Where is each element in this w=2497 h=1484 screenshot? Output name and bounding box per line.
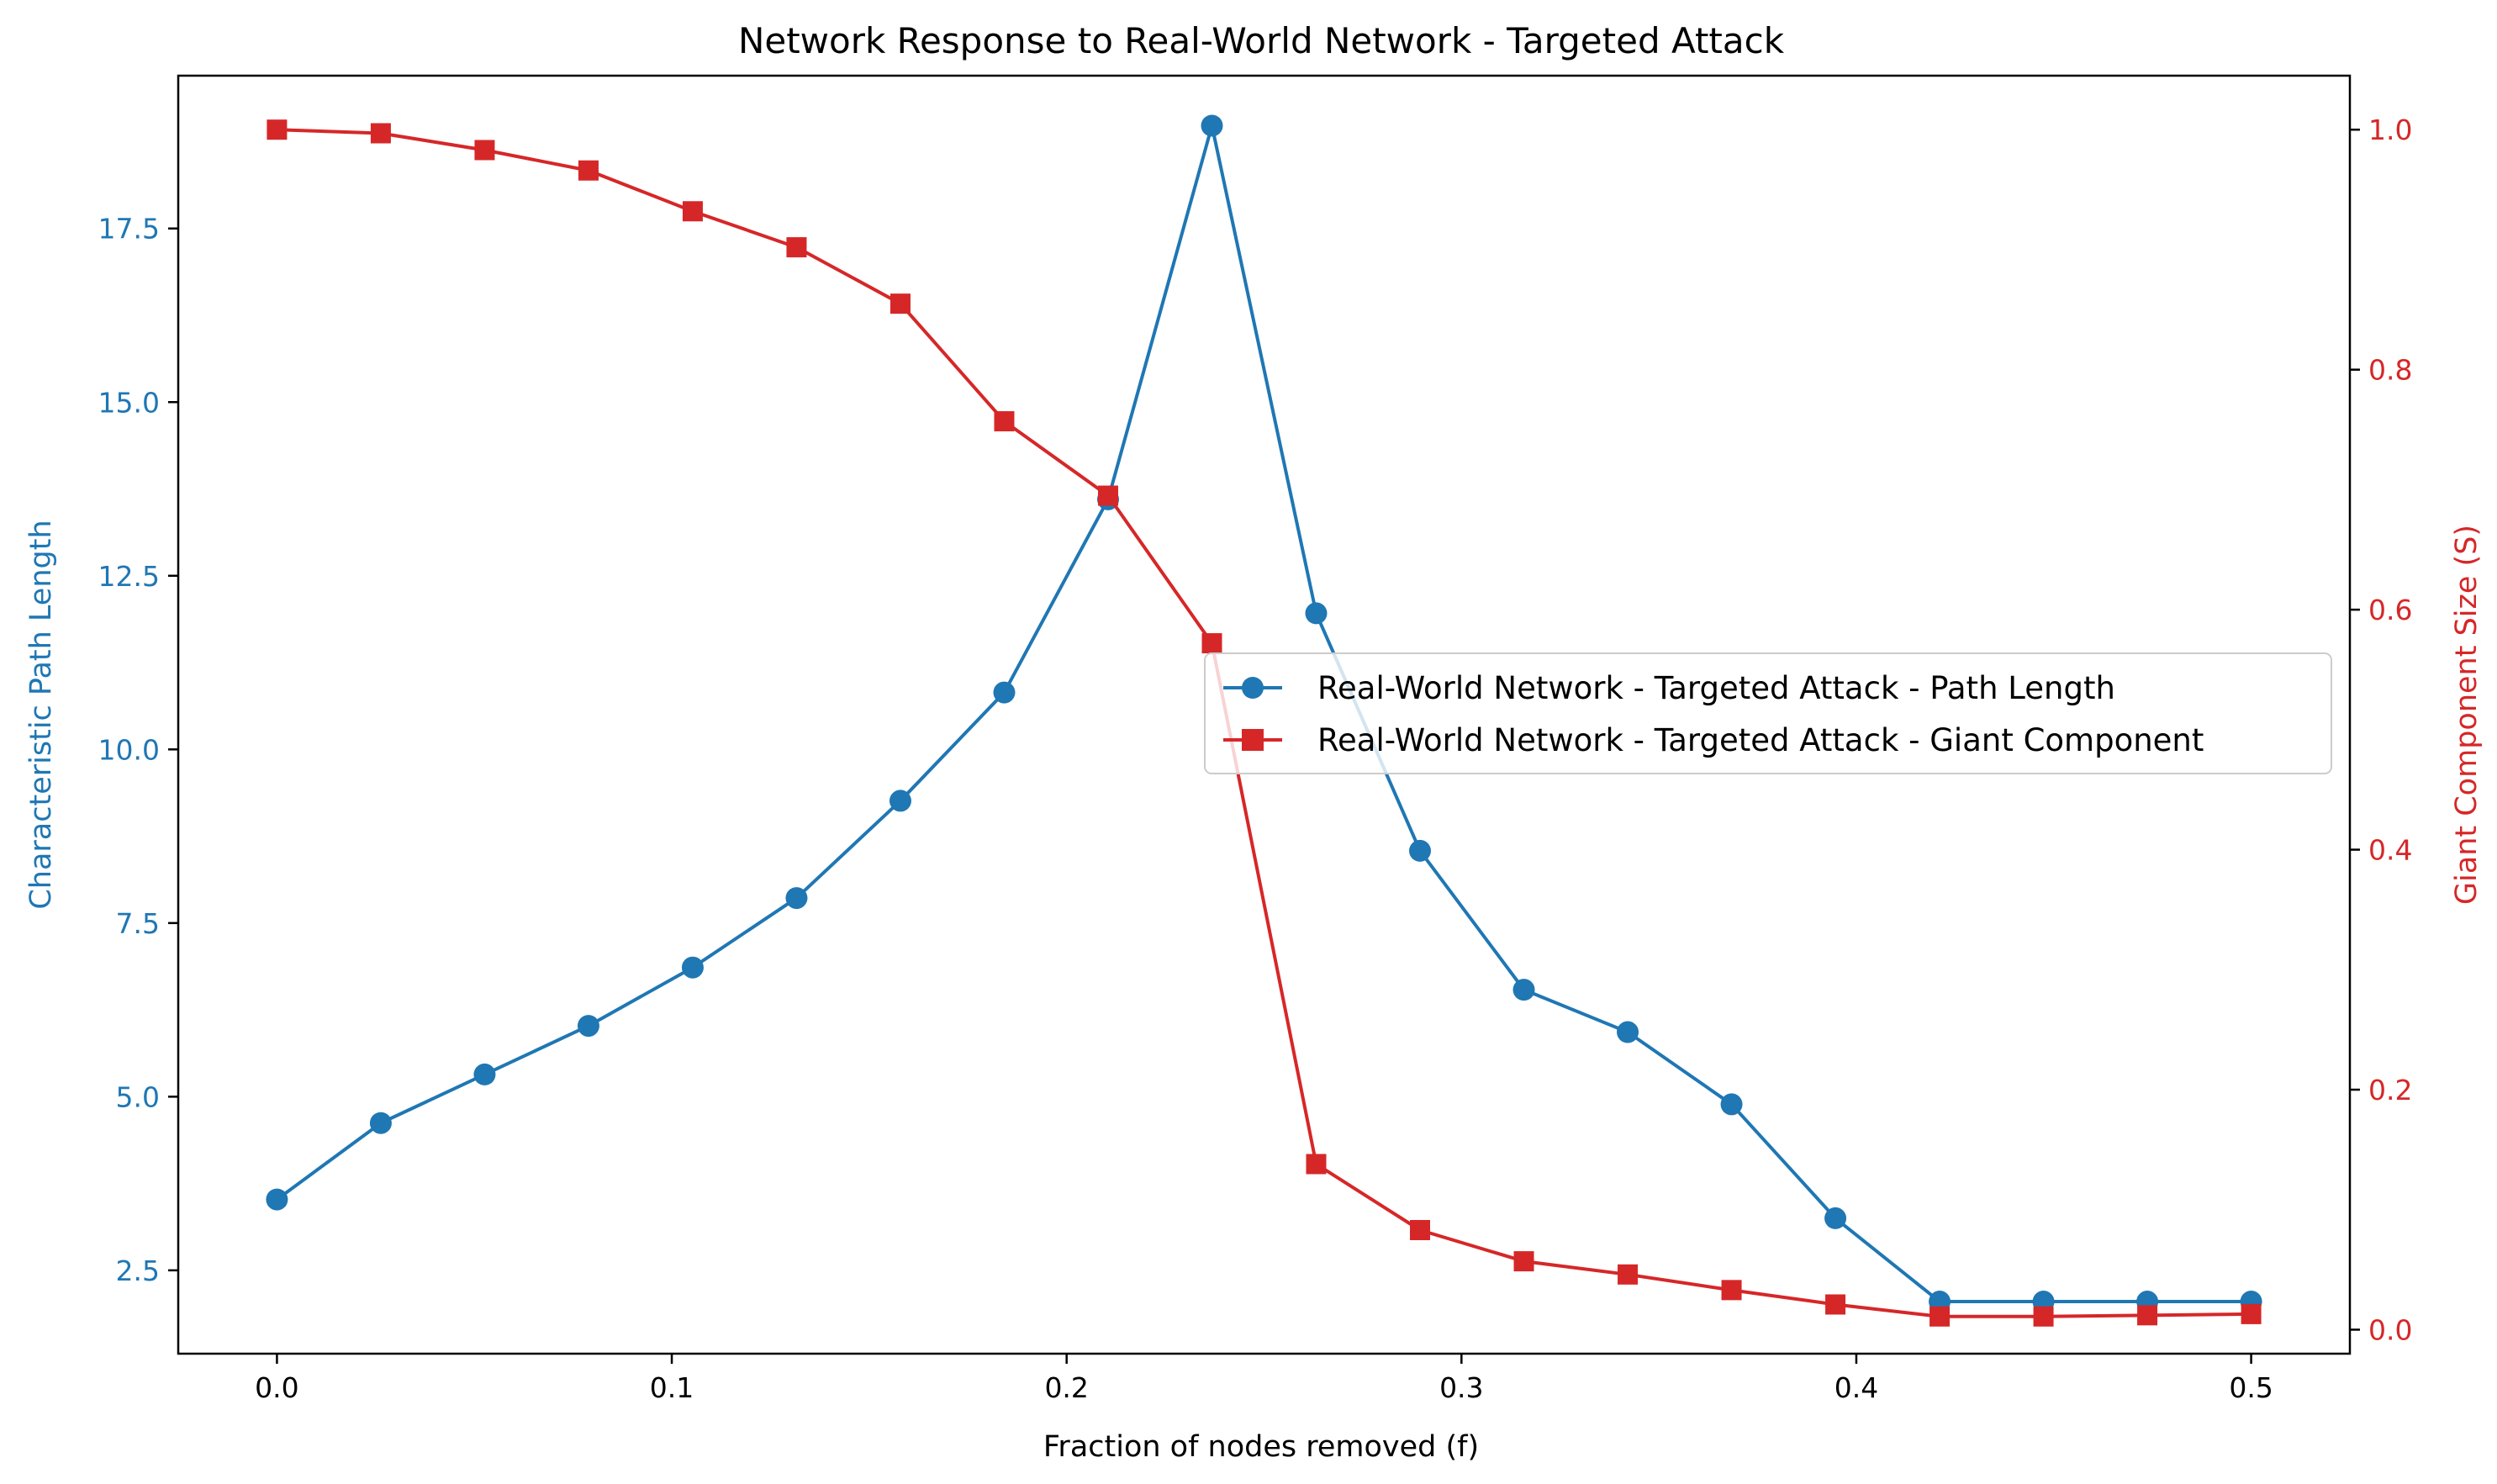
x-tick-label: 0.1	[650, 1371, 694, 1404]
data-point-giant-component	[682, 201, 703, 222]
data-point-path-length	[1617, 1021, 1639, 1043]
left-y-axis-title: Characteristic Path Length	[24, 520, 58, 909]
data-point-giant-component	[474, 140, 495, 161]
data-point-giant-component	[370, 123, 391, 144]
data-point-giant-component	[2241, 1303, 2262, 1324]
chart-title: Network Response to Real-World Network -…	[738, 20, 1785, 61]
x-axis: 0.0 0.1 0.2 0.3 0.4 0.5	[255, 1354, 2273, 1404]
legend-marker-path-length	[1242, 677, 1264, 699]
x-tick-label: 0.4	[1834, 1371, 1878, 1404]
data-point-path-length	[1409, 839, 1432, 862]
left-y-axis: 2.5 5.0 7.5 10.0 12.5 15.0 17.5	[98, 213, 178, 1287]
right-y-axis-title: Giant Component Size (S)	[2450, 525, 2484, 905]
series-path-length	[266, 114, 2262, 1313]
data-point-giant-component	[1306, 1154, 1327, 1175]
data-point-path-length	[681, 956, 704, 979]
x-tick-label: 0.2	[1044, 1371, 1088, 1404]
left-y-tick-label: 10.0	[98, 733, 160, 766]
right-y-axis: 0.0 0.2 0.4 0.6 0.8 1.0	[2350, 114, 2412, 1346]
data-point-path-length	[993, 681, 1016, 704]
data-point-giant-component	[1930, 1306, 1951, 1327]
plot-frame	[177, 74, 2352, 1355]
data-point-giant-component	[1097, 485, 1118, 506]
data-point-giant-component	[890, 293, 911, 314]
legend-label-path-length: Real-World Network - Targeted Attack - P…	[1317, 670, 2115, 706]
data-point-giant-component	[1825, 1294, 1846, 1315]
left-y-tick-label: 15.0	[98, 386, 160, 419]
x-axis-title: Fraction of nodes removed (f)	[1043, 1430, 1479, 1464]
data-point-path-length	[785, 887, 808, 910]
data-point-path-length	[1720, 1093, 1743, 1116]
data-point-path-length	[889, 790, 911, 812]
data-point-path-length	[1201, 114, 1223, 137]
data-point-path-length	[266, 1188, 288, 1211]
data-point-giant-component	[1721, 1280, 1742, 1301]
data-point-giant-component	[1618, 1264, 1639, 1285]
right-y-tick-label: 0.2	[2368, 1074, 2412, 1106]
data-point-giant-component	[2137, 1305, 2158, 1326]
legend-marker-giant-component	[1242, 729, 1264, 751]
left-y-tick-label: 17.5	[98, 213, 160, 246]
series-line-path-length	[276, 124, 2252, 1304]
left-y-tick-label: 12.5	[98, 560, 160, 593]
data-point-giant-component	[994, 411, 1015, 432]
right-y-tick-label: 0.6	[2368, 594, 2412, 626]
data-point-giant-component	[578, 160, 599, 181]
right-y-tick-label: 0.0	[2368, 1313, 2412, 1346]
x-tick-label: 0.0	[255, 1371, 298, 1404]
left-y-tick-label: 2.5	[116, 1254, 160, 1287]
data-point-path-length	[577, 1015, 599, 1038]
legend-box	[1204, 652, 2332, 774]
data-point-path-length	[473, 1063, 496, 1085]
left-y-tick-label: 7.5	[116, 907, 160, 940]
series-giant-component	[267, 119, 2262, 1327]
left-y-tick-label: 5.0	[116, 1080, 160, 1113]
data-point-giant-component	[267, 119, 288, 140]
data-point-giant-component	[1201, 633, 1222, 654]
data-point-path-length	[369, 1112, 392, 1134]
data-point-path-length	[1824, 1207, 1847, 1229]
right-y-tick-label: 0.4	[2368, 834, 2412, 867]
x-tick-label: 0.5	[2229, 1371, 2273, 1404]
data-point-giant-component	[2033, 1306, 2054, 1327]
data-point-giant-component	[1410, 1219, 1431, 1240]
legend: Real-World Network - Targeted Attack - P…	[1204, 652, 2332, 774]
right-y-tick-label: 0.8	[2368, 354, 2412, 387]
data-point-giant-component	[1513, 1251, 1534, 1272]
data-point-giant-component	[786, 237, 807, 258]
legend-label-giant-component: Real-World Network - Targeted Attack - G…	[1317, 722, 2204, 758]
data-point-path-length	[1305, 602, 1328, 625]
right-y-tick-label: 1.0	[2368, 114, 2412, 146]
series-line-giant-component	[277, 128, 2252, 1318]
plot-area	[266, 114, 2262, 1327]
data-point-path-length	[1512, 979, 1535, 1001]
x-tick-label: 0.3	[1439, 1371, 1483, 1404]
